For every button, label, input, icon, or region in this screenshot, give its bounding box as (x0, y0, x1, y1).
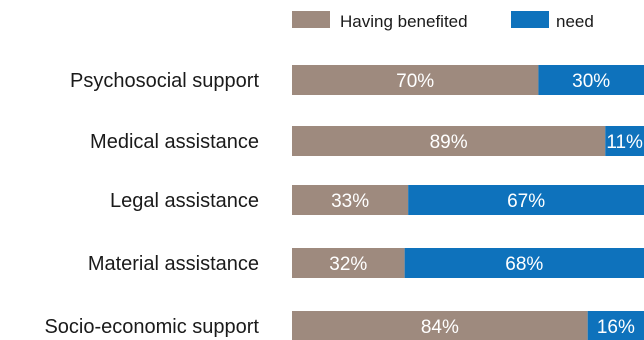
bar-having-benefited-socio-economic-support (292, 311, 588, 340)
bar-need-socio-economic-support (587, 311, 644, 340)
value-label-need-legal-assistance: 67% (507, 191, 545, 212)
value-label-having-benefited-material-assistance: 32% (329, 254, 367, 275)
value-label-need-psychosocial-support: 30% (572, 71, 610, 92)
legend-swatch-need (511, 11, 549, 28)
bars-area: 70% 30% 89% 11% 33% 67% 32% 68% 84% 16% (292, 65, 644, 340)
value-label-need-material-assistance: 68% (505, 254, 543, 275)
bar-having-benefited-psychosocial-support (292, 65, 539, 95)
bar-having-benefited-material-assistance (292, 248, 405, 278)
bar-need-legal-assistance (408, 185, 644, 215)
bar-having-benefited-medical-assistance (292, 126, 606, 156)
bar-need-psychosocial-support (538, 65, 644, 95)
value-label-having-benefited-psychosocial-support: 70% (396, 71, 434, 92)
bar-need-medical-assistance (605, 126, 644, 156)
legend-label-need: need (556, 12, 594, 31)
bar-having-benefited-legal-assistance (292, 185, 409, 215)
value-label-having-benefited-socio-economic-support: 84% (421, 317, 459, 338)
value-label-need-medical-assistance: 11% (606, 132, 643, 153)
category-label-psychosocial-support: Psychosocial support (70, 70, 259, 92)
bar-need-material-assistance (404, 248, 644, 278)
category-label-material-assistance: Material assistance (88, 253, 259, 275)
value-label-having-benefited-legal-assistance: 33% (331, 191, 369, 212)
legend-swatch-having-benefited (292, 11, 330, 28)
value-label-having-benefited-medical-assistance: 89% (430, 132, 468, 153)
category-label-socio-economic-support: Socio-economic support (44, 316, 259, 338)
value-label-need-socio-economic-support: 16% (597, 317, 635, 338)
category-axis-labels: Psychosocial support Medical assistance Le… (44, 70, 259, 338)
legend-label-having-benefited: Having benefited (340, 12, 468, 31)
category-label-medical-assistance: Medical assistance (90, 131, 259, 153)
legend: Having benefited need (292, 11, 594, 31)
category-label-legal-assistance: Legal assistance (110, 190, 259, 212)
